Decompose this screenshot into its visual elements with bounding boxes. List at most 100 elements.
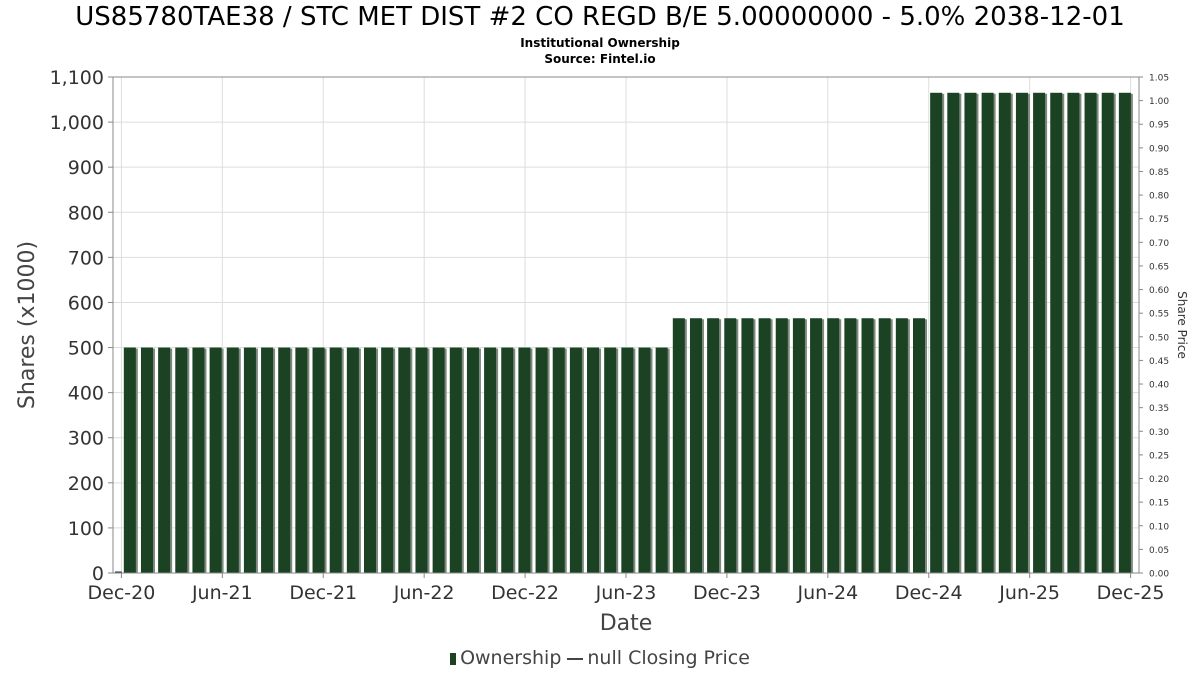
ownership-bar (535, 347, 548, 573)
x-tick-label: Jun-21 (191, 582, 253, 604)
ownership-bar (792, 318, 805, 573)
legend-ownership-swatch (450, 652, 457, 665)
ownership-bar (569, 347, 582, 573)
ownership-bar (1015, 92, 1028, 574)
ownership-bar (192, 347, 205, 573)
ownership-bar (158, 347, 171, 573)
ownership-bar (707, 318, 720, 573)
y-tick-label: 100 (68, 518, 104, 540)
ownership-bar (947, 92, 960, 574)
ownership-bar (346, 347, 359, 573)
y2-tick-label: 0.95 (1149, 121, 1169, 131)
ownership-bar (964, 92, 977, 574)
ownership-bar (912, 318, 926, 573)
ownership-bar (1033, 92, 1046, 574)
ownership-bar (621, 347, 634, 573)
x-tick-label: Jun-22 (393, 582, 455, 604)
ownership-bar (398, 347, 411, 573)
legend-ownership-label: Ownership (460, 647, 562, 669)
y-tick-label: 900 (68, 157, 104, 179)
ownership-bar (226, 347, 239, 573)
ownership-bar (878, 318, 891, 573)
y2-tick-label: 0.10 (1149, 522, 1169, 532)
ownership-bar (501, 347, 514, 573)
y-tick-label: 700 (68, 247, 104, 269)
x-tick-label: Jun-24 (796, 582, 858, 604)
y2-tick-label: 0.75 (1149, 215, 1169, 225)
y2-tick-label: 0.20 (1149, 475, 1169, 485)
ownership-bar (209, 347, 222, 573)
y2-tick-label: 0.25 (1149, 451, 1169, 461)
y2-tick-label: 0.90 (1149, 144, 1169, 154)
y-tick-label: 300 (68, 428, 104, 450)
chart-subtitle: Institutional Ownership (520, 36, 680, 50)
y-tick-label: 500 (68, 338, 104, 360)
y2-tick-label: 0.70 (1149, 239, 1169, 249)
x-axis-title: Date (600, 611, 653, 636)
y2-tick-label: 1.00 (1149, 97, 1169, 107)
ownership-bar (518, 347, 531, 573)
legend: Ownership null Closing Price (0, 647, 1200, 669)
y2-tick-label: 0.30 (1149, 428, 1169, 438)
ownership-bar (655, 347, 668, 573)
bar-layer (123, 92, 1133, 574)
y2-tick-label: 0.35 (1149, 404, 1169, 414)
y2-tick-label: 0.40 (1149, 381, 1169, 391)
ownership-bar (175, 347, 188, 573)
ownership-bar (363, 347, 377, 573)
y-tick-label: 800 (68, 202, 104, 224)
x-tick-label: Jun-25 (998, 582, 1060, 604)
axis-layer: 0 100 200 300 400 500 600 700 800 900 1,000 1,100 0.… (50, 67, 1170, 604)
ownership-bar (552, 347, 565, 573)
ownership-bar (415, 347, 428, 573)
y-tick-label: 400 (68, 383, 104, 405)
ownership-bar (1101, 92, 1114, 574)
ownership-bar (895, 318, 908, 573)
ownership-bar (329, 347, 342, 573)
y-axis-title: Shares (x1000) (15, 241, 40, 409)
y2-tick-label: 0.65 (1149, 262, 1169, 272)
legend-price-line (567, 657, 584, 660)
y2-tick-label: 0.00 (1149, 570, 1169, 580)
y2-tick-label: 0.15 (1149, 499, 1169, 509)
ownership-bar (844, 318, 857, 573)
y-tick-label: 600 (68, 292, 104, 314)
ownership-bar (1118, 92, 1131, 574)
ownership-bar (432, 347, 445, 573)
ownership-bar (758, 318, 771, 573)
ownership-bar (1050, 92, 1063, 574)
ownership-bar (587, 347, 600, 573)
y-tick-label: 200 (68, 473, 104, 495)
ownership-bar (1084, 92, 1097, 574)
ownership-bar (466, 347, 479, 573)
x-tick-label: Jun-23 (595, 582, 657, 604)
ownership-bar (638, 347, 651, 573)
ownership-bar (243, 347, 256, 573)
y2-tick-label: 0.60 (1149, 286, 1169, 296)
x-tick-label: Dec-24 (895, 582, 963, 604)
y2-tick-label: 0.50 (1149, 333, 1169, 343)
chart-title: US85780TAE38 / STC MET DIST #2 CO REGD B… (75, 2, 1125, 32)
x-tick-label: Dec-25 (1097, 582, 1165, 604)
x-tick-label: Dec-20 (88, 582, 156, 604)
y2-tick-label: 0.55 (1149, 310, 1169, 320)
ownership-bar (998, 92, 1011, 574)
ownership-bar (689, 318, 702, 573)
ownership-bar (1067, 92, 1080, 574)
ownership-bar (278, 347, 291, 573)
ownership-bar (140, 347, 153, 573)
y2-tick-label: 0.05 (1149, 546, 1169, 556)
ownership-bar (381, 347, 394, 573)
y-tick-label: 1,000 (50, 112, 104, 134)
ownership-bar (981, 92, 994, 574)
ownership-bar (312, 347, 325, 573)
ownership-bar (930, 92, 943, 574)
ownership-bar (123, 347, 136, 573)
ownership-bar (775, 318, 788, 573)
ownership-bar (861, 318, 874, 573)
ownership-bar (295, 347, 308, 573)
y2-axis-title: Share Price (1175, 291, 1189, 359)
y2-tick-label: 0.45 (1149, 357, 1169, 367)
ownership-bar (827, 318, 840, 573)
